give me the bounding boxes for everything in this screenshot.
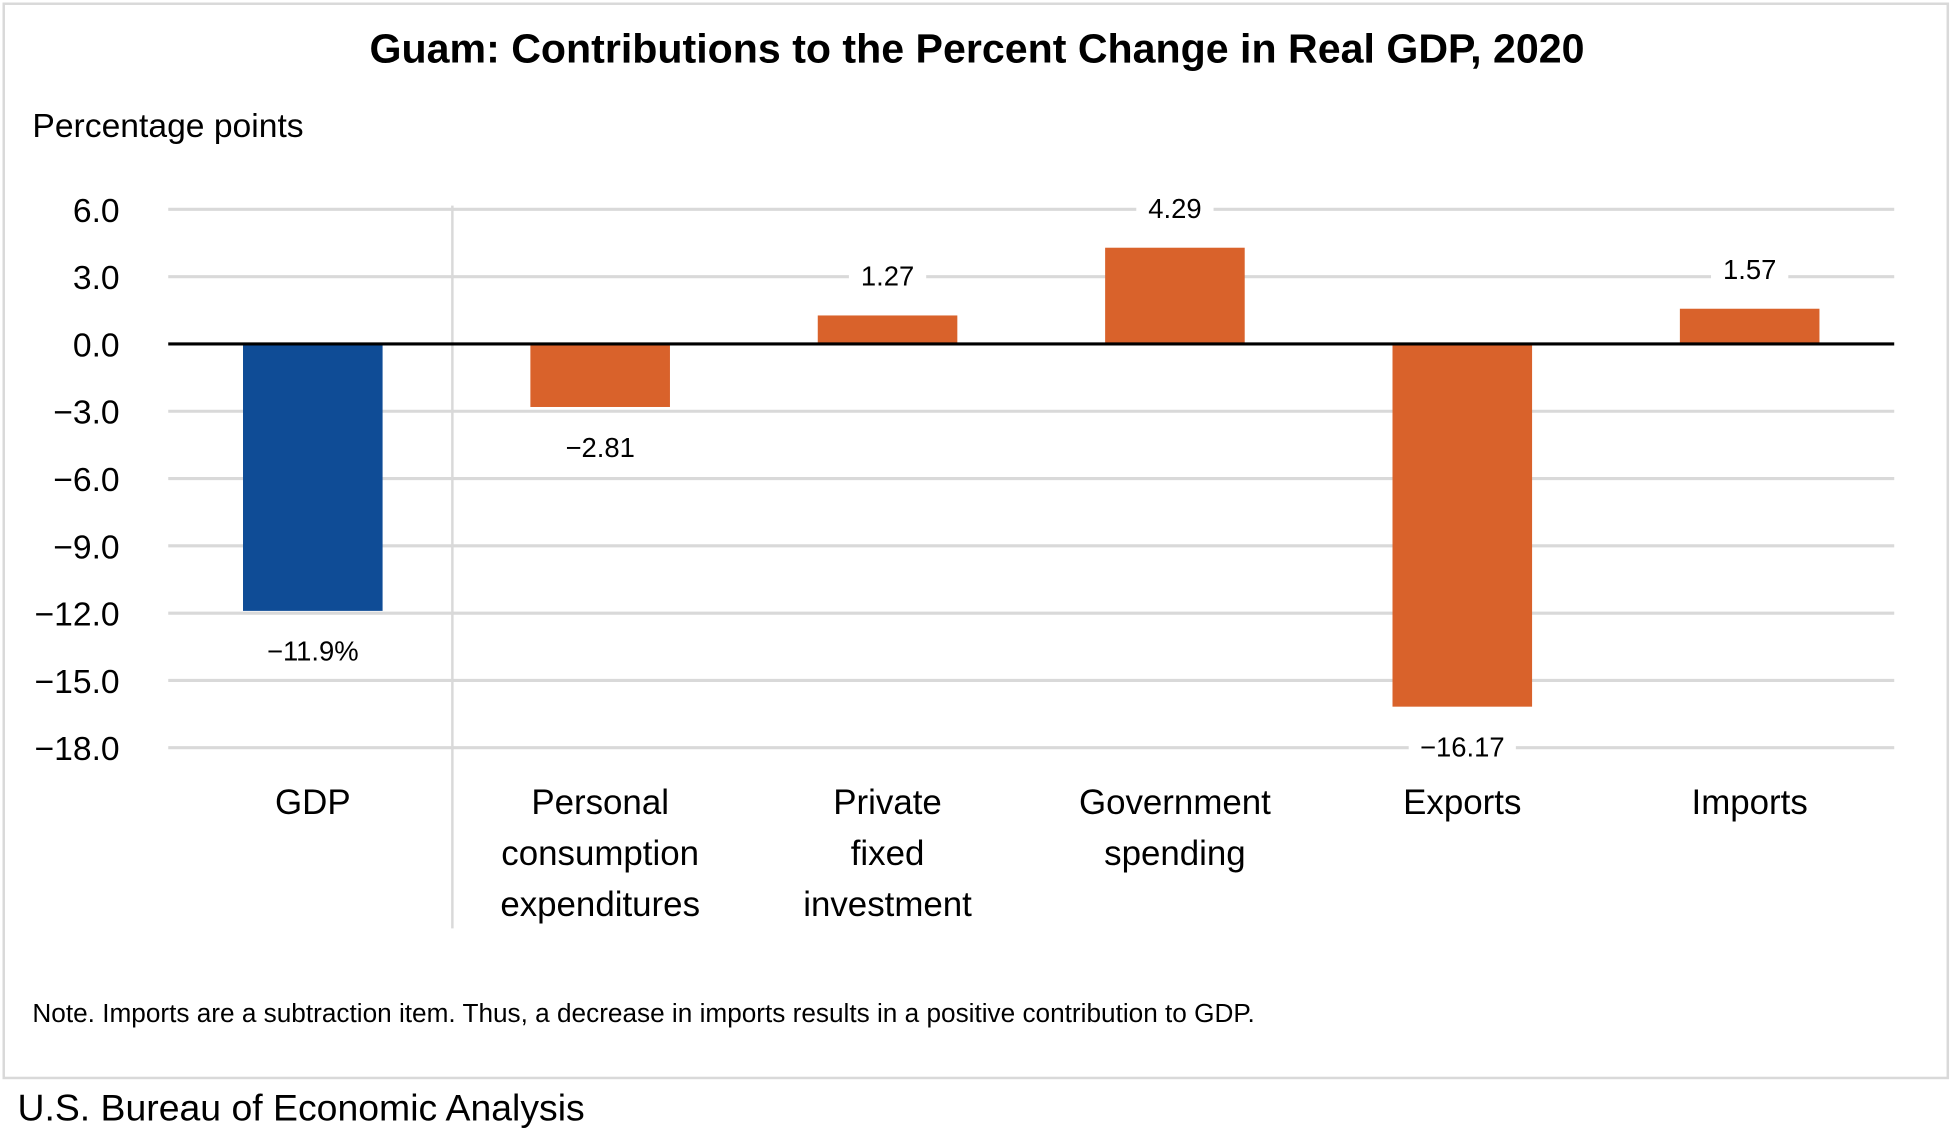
- category-label: Government: [1079, 783, 1271, 822]
- data-label: 1.57: [1723, 254, 1776, 285]
- category-label: Private: [833, 783, 942, 822]
- chart-note: Note. Imports are a subtraction item. Th…: [32, 999, 1255, 1029]
- category-label: Personal: [531, 783, 669, 822]
- y-tick-label: 3.0: [73, 260, 120, 297]
- y-axis-label: Percentage points: [32, 107, 304, 145]
- chart-title: Guam: Contributions to the Percent Chang…: [369, 24, 1585, 72]
- y-tick-label: −3.0: [53, 395, 119, 432]
- source-credit: U.S. Bureau of Economic Analysis: [17, 1087, 585, 1130]
- data-label-bg: [554, 429, 647, 467]
- bar: [530, 343, 670, 407]
- data-label: −16.17: [1420, 732, 1505, 763]
- y-tick-label: −9.0: [53, 529, 119, 566]
- category-label: GDP: [275, 783, 351, 822]
- data-label: 4.29: [1148, 193, 1201, 224]
- y-tick-label: 6.0: [73, 193, 120, 230]
- bar: [243, 343, 383, 611]
- bar: [1392, 343, 1533, 707]
- y-tick-label: −15.0: [35, 664, 120, 701]
- category-label: Imports: [1692, 783, 1808, 822]
- data-label-bg: [1711, 251, 1789, 289]
- data-label: −2.81: [565, 432, 634, 463]
- bar: [817, 315, 958, 344]
- category-label: investment: [803, 885, 972, 924]
- category-label: fixed: [851, 834, 925, 873]
- data-label-bg: [848, 258, 927, 296]
- y-tick-label: −6.0: [53, 462, 119, 499]
- bar: [1105, 247, 1245, 344]
- category-label: consumption: [501, 834, 699, 873]
- y-tick-label: 0.0: [73, 327, 120, 364]
- chart-frame: [2, 2, 1950, 1080]
- y-tick-label: −18.0: [35, 731, 120, 768]
- y-tick-label: −12.0: [35, 597, 120, 634]
- category-label: Exports: [1403, 783, 1521, 822]
- category-label: spending: [1104, 834, 1246, 873]
- data-label-bg: [1408, 729, 1516, 767]
- data-label: −11.9%: [267, 636, 359, 667]
- data-label: 1.27: [861, 261, 914, 292]
- bar: [1679, 308, 1820, 344]
- data-label-bg: [1136, 190, 1214, 228]
- data-label-bg: [259, 633, 367, 671]
- category-label: expenditures: [500, 885, 700, 924]
